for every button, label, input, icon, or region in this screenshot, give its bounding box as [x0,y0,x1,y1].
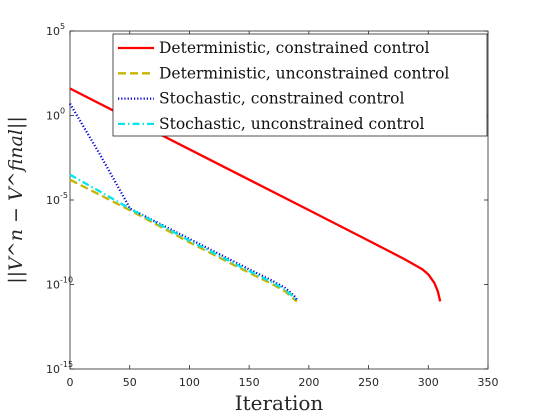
series-line-2 [69,178,298,303]
y-tick-exponent: -10 [60,276,73,285]
y-tick-base: 10 [46,363,60,376]
y-tick-label: 100 [46,107,65,123]
y-tick-exponent: -5 [60,191,68,200]
series-line-3 [69,103,298,301]
y-tick-base: 10 [46,110,60,123]
y-tick-base: 10 [46,279,60,292]
series-line-1 [69,87,442,302]
x-axis-label: Iteration [235,391,324,415]
legend-label-4: Stochastic, unconstrained control [159,115,424,133]
x-tick-label: 0 [67,376,74,389]
y-tick-exponent: -15 [60,360,73,369]
y-tick-exponent: 5 [60,22,65,31]
x-tick-label: 350 [478,376,499,389]
legend-label-3: Stochastic, constrained control [159,90,405,108]
x-tick-label: 150 [239,376,260,389]
y-tick-label: 10-10 [46,276,73,292]
legend-box [112,33,488,137]
x-axis-ticks: 0 50 100 150 200 250 300 350 [67,31,499,389]
y-axis-label: ||V^n − V^final|| [5,116,27,283]
y-tick-base: 10 [46,25,60,38]
x-tick-label: 200 [298,376,319,389]
legend-label-2: Deterministic, unconstrained control [159,64,449,82]
x-tick-label: 250 [358,376,379,389]
legend: Deterministic, constrained control Determ… [112,33,488,137]
series-layer [69,87,442,303]
y-tick-base: 10 [46,194,60,207]
y-tick-label: 10-5 [46,191,68,207]
y-tick-exponent: 0 [60,107,65,116]
y-tick-label: 10-15 [46,360,73,376]
x-tick-label: 100 [179,376,200,389]
legend-label-1: Deterministic, constrained control [159,39,429,57]
y-tick-label: 105 [46,22,65,38]
x-tick-label: 300 [418,376,439,389]
x-tick-label: 50 [123,376,137,389]
